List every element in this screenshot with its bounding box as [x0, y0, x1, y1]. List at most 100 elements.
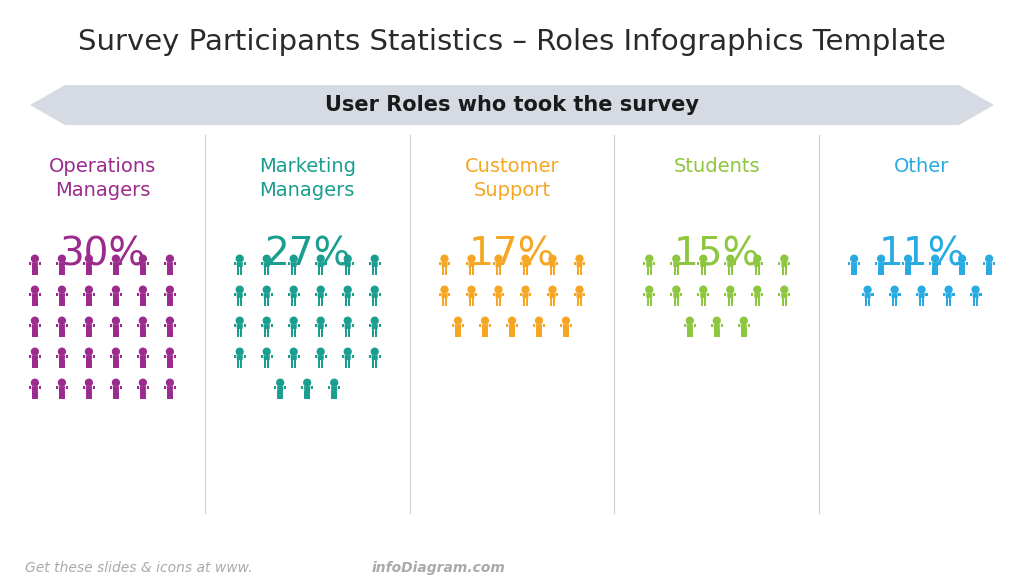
Polygon shape: [86, 387, 92, 391]
Polygon shape: [143, 298, 145, 306]
Polygon shape: [298, 355, 300, 359]
Circle shape: [58, 348, 66, 355]
Circle shape: [468, 286, 475, 293]
Polygon shape: [32, 387, 38, 391]
Polygon shape: [114, 267, 116, 275]
Polygon shape: [674, 298, 676, 306]
Polygon shape: [335, 391, 337, 399]
Polygon shape: [466, 262, 468, 265]
Polygon shape: [30, 85, 994, 125]
Circle shape: [673, 286, 680, 293]
Polygon shape: [264, 329, 266, 337]
Polygon shape: [83, 324, 85, 327]
Polygon shape: [344, 324, 351, 329]
Polygon shape: [693, 324, 695, 327]
Polygon shape: [525, 298, 528, 306]
Polygon shape: [703, 267, 706, 275]
Polygon shape: [708, 293, 710, 296]
Polygon shape: [139, 262, 146, 267]
Polygon shape: [905, 262, 911, 267]
Circle shape: [113, 379, 120, 386]
Polygon shape: [263, 324, 270, 329]
Polygon shape: [958, 262, 966, 267]
Polygon shape: [345, 298, 347, 306]
Polygon shape: [369, 324, 371, 327]
Polygon shape: [86, 267, 89, 275]
Polygon shape: [35, 360, 38, 368]
Polygon shape: [39, 387, 41, 389]
Polygon shape: [318, 360, 321, 368]
Polygon shape: [56, 355, 58, 359]
Circle shape: [372, 255, 378, 262]
Polygon shape: [344, 355, 351, 360]
Circle shape: [740, 317, 748, 324]
Polygon shape: [744, 329, 746, 337]
Polygon shape: [325, 293, 327, 296]
Polygon shape: [113, 293, 119, 298]
Polygon shape: [261, 355, 263, 359]
Text: 30%: 30%: [59, 235, 145, 273]
Text: Students: Students: [674, 157, 760, 176]
Circle shape: [932, 255, 939, 262]
Polygon shape: [956, 262, 958, 265]
Polygon shape: [86, 360, 89, 368]
Polygon shape: [93, 324, 95, 327]
Polygon shape: [56, 293, 58, 296]
Polygon shape: [529, 262, 531, 265]
Polygon shape: [741, 329, 743, 337]
Polygon shape: [240, 329, 243, 337]
Polygon shape: [110, 293, 112, 296]
Polygon shape: [547, 262, 549, 265]
Polygon shape: [62, 391, 65, 399]
Polygon shape: [878, 262, 885, 267]
Polygon shape: [646, 298, 649, 306]
Polygon shape: [140, 329, 142, 337]
Polygon shape: [39, 293, 41, 296]
Polygon shape: [317, 355, 324, 360]
Circle shape: [495, 255, 502, 262]
Polygon shape: [891, 293, 898, 298]
Polygon shape: [137, 324, 139, 327]
Polygon shape: [120, 355, 122, 359]
Polygon shape: [549, 293, 556, 298]
Polygon shape: [143, 267, 145, 275]
Polygon shape: [314, 324, 316, 327]
Polygon shape: [116, 298, 119, 306]
Polygon shape: [167, 262, 173, 267]
Polygon shape: [240, 267, 243, 275]
Polygon shape: [143, 391, 145, 399]
Circle shape: [276, 379, 284, 386]
Polygon shape: [573, 293, 575, 296]
Polygon shape: [519, 293, 521, 296]
Polygon shape: [348, 267, 350, 275]
Polygon shape: [264, 267, 266, 275]
Polygon shape: [298, 293, 300, 296]
Polygon shape: [700, 262, 707, 267]
Polygon shape: [966, 262, 968, 265]
Polygon shape: [86, 391, 89, 399]
Polygon shape: [29, 387, 31, 389]
Polygon shape: [441, 298, 444, 306]
Polygon shape: [758, 298, 760, 306]
Polygon shape: [469, 267, 471, 275]
Polygon shape: [66, 324, 68, 327]
Polygon shape: [748, 324, 750, 327]
Circle shape: [58, 286, 66, 293]
Polygon shape: [372, 355, 378, 360]
Polygon shape: [730, 267, 733, 275]
Polygon shape: [553, 267, 555, 275]
Polygon shape: [372, 298, 375, 306]
Polygon shape: [93, 262, 95, 265]
Polygon shape: [441, 262, 447, 267]
Circle shape: [167, 286, 173, 293]
Circle shape: [577, 286, 583, 293]
Polygon shape: [449, 293, 451, 296]
Circle shape: [522, 255, 529, 262]
Polygon shape: [263, 355, 270, 360]
Polygon shape: [496, 267, 499, 275]
Polygon shape: [724, 293, 726, 296]
Polygon shape: [93, 387, 95, 389]
Polygon shape: [174, 387, 176, 389]
Polygon shape: [584, 293, 586, 296]
Text: 15%: 15%: [674, 235, 760, 273]
